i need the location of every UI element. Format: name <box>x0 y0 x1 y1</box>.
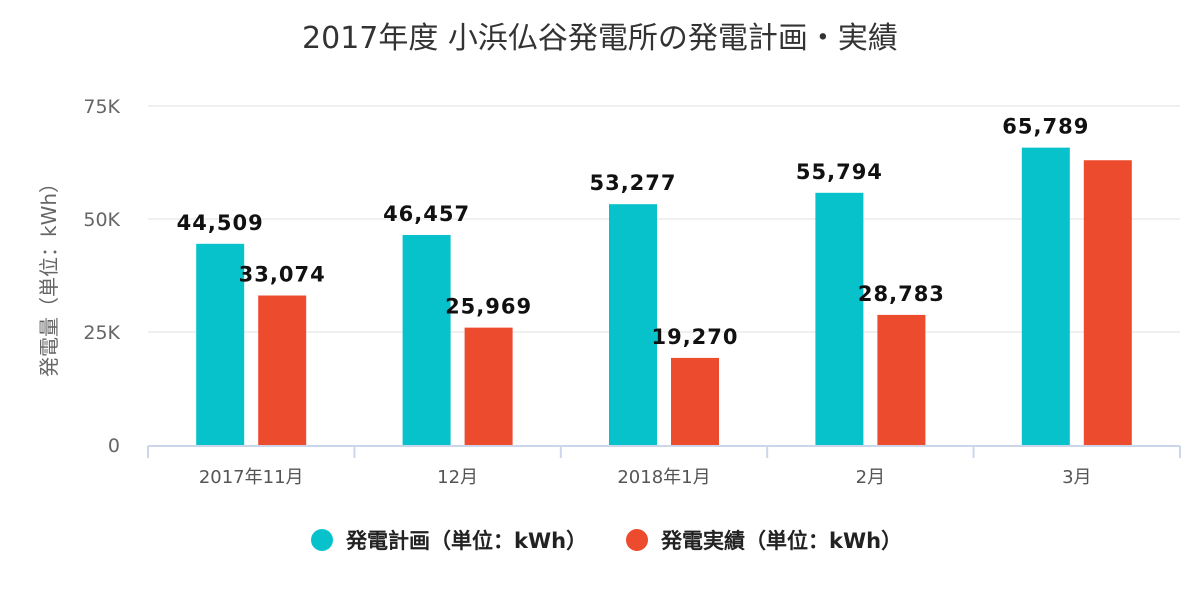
legend-marker-plan <box>311 529 333 551</box>
bar-actual <box>877 314 926 445</box>
x-axis: 2017年11月 12月 2018年1月 2月 3月 <box>147 445 1181 488</box>
legend: 発電計画（単位：kWh） 発電実績（単位：kWh） <box>311 529 902 553</box>
data-label: 44,509 <box>177 211 264 235</box>
bar-plan <box>815 192 864 445</box>
y-tick-label: 50K <box>83 209 120 231</box>
bar-actual <box>671 357 719 445</box>
y-tick-label: 25K <box>83 322 120 344</box>
legend-label-actual: 発電実績（単位：kWh） <box>660 529 902 553</box>
x-tick-label: 2月 <box>856 467 885 488</box>
bar-actual <box>464 327 513 445</box>
data-label: 46,457 <box>383 202 470 226</box>
y-axis-label: 発電量（単位：kWh） <box>37 173 61 377</box>
y-tick-label: 0 <box>108 435 120 457</box>
data-label: 55,794 <box>796 160 883 184</box>
x-tick-label: 2018年1月 <box>617 467 710 488</box>
bars <box>196 147 1132 446</box>
bar-actual <box>258 295 307 445</box>
data-label: 53,277 <box>589 171 676 195</box>
x-tick-label: 3月 <box>1062 467 1091 488</box>
data-label: 65,789 <box>1002 115 1089 139</box>
bar-plan <box>609 204 657 445</box>
x-tick-label: 2017年11月 <box>199 467 304 488</box>
bar-plan <box>1021 147 1070 445</box>
bar-plan <box>196 243 245 445</box>
legend-label-plan: 発電計画（単位：kWh） <box>345 529 587 553</box>
bar-plan <box>402 235 451 445</box>
legend-marker-actual <box>626 529 648 551</box>
bar-actual <box>1083 160 1132 446</box>
data-label: 25,969 <box>445 295 532 319</box>
data-label: 19,270 <box>651 325 738 349</box>
data-label: 28,783 <box>858 282 945 306</box>
data-label: 33,074 <box>239 263 326 287</box>
y-tick-label: 75K <box>83 96 120 118</box>
gridlines: 0 25K 50K 75K <box>83 96 1180 457</box>
chart-title: 2017年度 小浜仏谷発電所の発電計画・実績 <box>302 21 898 56</box>
data-labels: 44,509 33,074 46,457 25,969 53,277 19,270 55,7… <box>177 115 1089 349</box>
x-tick-label: 12月 <box>437 467 478 488</box>
